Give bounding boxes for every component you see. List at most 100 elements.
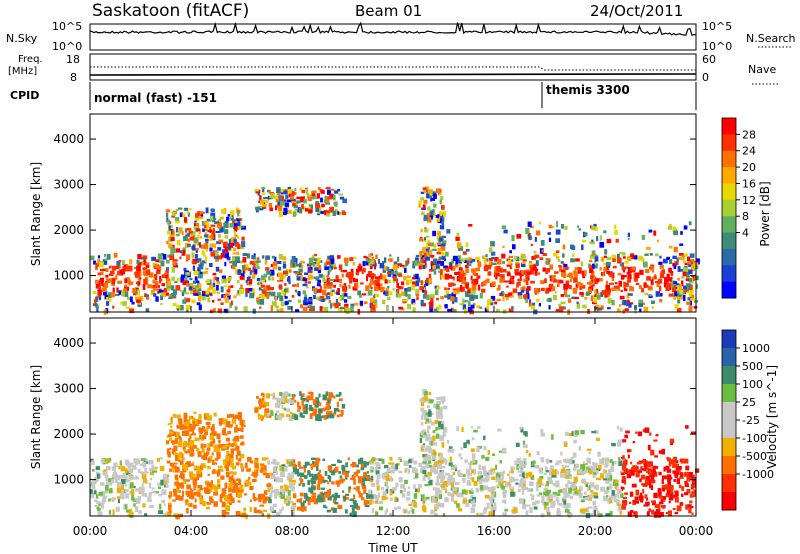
scatter-cell bbox=[91, 484, 96, 490]
scatter-cell bbox=[300, 396, 303, 401]
scatter-cell bbox=[112, 305, 115, 309]
scatter-cell bbox=[318, 206, 322, 212]
scatter-cell bbox=[236, 478, 241, 481]
scatter-cell bbox=[597, 451, 601, 457]
scatter-cell bbox=[423, 284, 426, 288]
scatter-cell bbox=[611, 443, 616, 447]
scatter-cell bbox=[649, 469, 653, 476]
scatter-cell bbox=[426, 294, 430, 300]
scatter-cell bbox=[639, 478, 642, 483]
scatter-cell bbox=[193, 483, 197, 488]
scatter-cell bbox=[693, 489, 697, 495]
scatter-cell bbox=[612, 494, 617, 498]
scatter-cell bbox=[192, 444, 197, 449]
scatter-cell bbox=[490, 295, 496, 301]
scatter-cell bbox=[635, 466, 639, 470]
scatter-cell bbox=[551, 275, 555, 281]
scatter-cell bbox=[657, 513, 661, 518]
scatter-cell bbox=[413, 476, 418, 480]
scatter-cell bbox=[233, 239, 237, 243]
scatter-cell bbox=[689, 500, 693, 504]
scatter-cell bbox=[440, 269, 443, 275]
scatter-cell bbox=[204, 487, 208, 494]
scatter-cell bbox=[337, 211, 340, 215]
scatter-cell bbox=[259, 463, 265, 466]
scatter-cell bbox=[668, 277, 673, 280]
scatter-cell bbox=[683, 474, 687, 477]
scatter-cell bbox=[442, 513, 446, 517]
scatter-cell bbox=[488, 258, 492, 261]
scatter-cell bbox=[406, 491, 411, 496]
scatter-cell bbox=[580, 508, 586, 513]
scatter-cell bbox=[356, 486, 360, 492]
scatter-cell bbox=[447, 287, 450, 290]
scatter-cell bbox=[110, 292, 115, 298]
colorbar-tick-label: 100 bbox=[742, 378, 763, 391]
scatter-cell bbox=[193, 504, 197, 509]
scatter-cell bbox=[276, 410, 280, 413]
x-axis: 00:00 04:00 08:00 12:00 16:00 20:00 00:00 bbox=[73, 306, 713, 538]
scatter-cell bbox=[202, 260, 207, 264]
station-title: Saskatoon (fitACF) bbox=[92, 1, 249, 21]
scatter-cell bbox=[663, 466, 666, 472]
scatter-cell bbox=[593, 297, 598, 303]
scatter-cell bbox=[604, 249, 608, 255]
scatter-cell bbox=[192, 417, 196, 423]
scatter-cell bbox=[302, 398, 306, 402]
scatter-cell bbox=[230, 459, 234, 463]
scatter-cell bbox=[433, 271, 437, 275]
scatter-cell bbox=[641, 474, 646, 480]
scatter-cell bbox=[273, 466, 277, 472]
scatter-cell bbox=[209, 496, 213, 501]
scatter-cell bbox=[185, 422, 191, 427]
scatter-cell bbox=[528, 453, 531, 457]
scatter-cell bbox=[525, 432, 528, 437]
scatter-cell bbox=[205, 290, 210, 295]
scatter-cell bbox=[180, 276, 185, 283]
scatter-cell bbox=[280, 485, 284, 489]
scatter-cell bbox=[503, 499, 507, 504]
scatter-cell bbox=[454, 500, 458, 504]
scatter-cell bbox=[136, 259, 140, 264]
scatter-cell bbox=[219, 494, 224, 499]
scatter-cell bbox=[589, 482, 595, 488]
scatter-cell bbox=[590, 254, 595, 259]
scatter-cell bbox=[551, 500, 556, 506]
scatter-cell bbox=[558, 303, 562, 307]
scatter-cell bbox=[328, 281, 333, 288]
scatter-cell bbox=[532, 267, 537, 271]
scatter-cell bbox=[105, 308, 109, 314]
scatter-cell bbox=[202, 290, 207, 297]
scatter-cell bbox=[371, 458, 376, 462]
scatter-cell bbox=[198, 296, 201, 302]
scatter-cell bbox=[202, 434, 207, 440]
scatter-cell bbox=[659, 255, 662, 259]
scatter-cell bbox=[297, 271, 301, 275]
scatter-cell bbox=[491, 489, 494, 496]
scatter-cell bbox=[158, 289, 164, 293]
scatter-cell bbox=[534, 288, 539, 294]
scatter-cell bbox=[223, 497, 228, 501]
scatter-cell bbox=[573, 476, 578, 482]
scatter-cell bbox=[427, 239, 430, 243]
scatter-cell bbox=[189, 443, 194, 447]
scatter-cell bbox=[214, 457, 219, 461]
scatter-cell bbox=[628, 501, 632, 504]
scatter-cell bbox=[324, 471, 328, 476]
scatter-cell bbox=[432, 435, 436, 441]
scatter-cell bbox=[198, 264, 204, 270]
scatter-cell bbox=[183, 416, 188, 423]
scatter-cell bbox=[443, 211, 446, 217]
scatter-cell bbox=[374, 294, 380, 298]
scatter-cell bbox=[424, 421, 427, 425]
scatter-cell bbox=[171, 293, 177, 298]
scatter-cell bbox=[695, 468, 700, 473]
scatter-cell bbox=[674, 304, 679, 309]
scatter-cell bbox=[483, 470, 488, 477]
scatter-cell bbox=[274, 256, 277, 262]
noise-left-tick-top: 10^5 bbox=[52, 20, 82, 33]
scatter-cell bbox=[275, 296, 278, 302]
scatter-cell bbox=[316, 465, 319, 471]
scatter-cell bbox=[621, 464, 627, 467]
scatter-cell bbox=[645, 268, 650, 274]
